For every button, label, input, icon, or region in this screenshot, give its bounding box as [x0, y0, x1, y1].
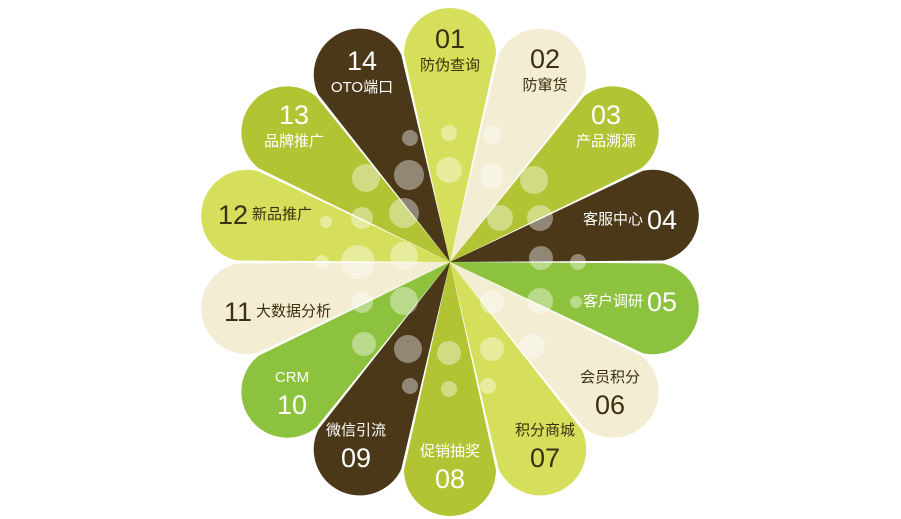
petal-04 [450, 169, 699, 262]
petal-number: 07 [530, 443, 560, 473]
petal-label-09: 09 微信引流 [326, 422, 386, 473]
petal-10 [241, 262, 450, 438]
decorative-bubble [480, 337, 504, 361]
decorative-bubble [352, 332, 376, 356]
petal-title: 防伪查询 [420, 57, 480, 74]
petal-number: 05 [647, 287, 677, 317]
decorative-bubble [315, 255, 329, 269]
petal-number: 01 [435, 24, 465, 54]
petal-01 [404, 8, 496, 262]
petal-number: 02 [530, 44, 560, 74]
decorative-bubble [402, 378, 418, 394]
petal-label-12: 12 新品推广 [218, 200, 312, 230]
petal-title: CRM [275, 369, 309, 386]
decorative-bubble [351, 291, 373, 313]
decorative-bubble [520, 166, 548, 194]
petal-05 [450, 262, 699, 355]
petal-title: 积分商城 [515, 422, 575, 439]
petal-label-13: 13 品牌推广 [264, 100, 324, 150]
petal-09 [313, 262, 450, 496]
decorative-bubble [394, 160, 424, 190]
decorative-bubble [480, 290, 504, 314]
decorative-bubble [519, 333, 545, 359]
decorative-bubble [390, 242, 418, 270]
petal-title: 客服中心 [583, 211, 643, 228]
petal-11 [201, 262, 450, 355]
petal-title: 客户调研 [583, 293, 643, 310]
petal-label-01: 01 防伪查询 [420, 24, 480, 74]
decorative-bubble [402, 130, 418, 146]
petal-06 [450, 262, 659, 438]
petal-number: 14 [347, 46, 377, 76]
petal-label-06: 06 会员积分 [580, 369, 640, 420]
decorative-bubble [351, 207, 373, 229]
decorative-bubble [570, 254, 586, 270]
petal-title: 促销抽奖 [420, 443, 480, 460]
petal-number: 11 [224, 297, 252, 327]
petal-title: 微信引流 [326, 422, 386, 439]
decorative-bubble [527, 205, 553, 231]
petal-label-03: 03 产品溯源 [576, 100, 636, 150]
decorative-bubble [441, 125, 457, 141]
decorative-bubble [483, 126, 501, 144]
decorative-bubble [394, 335, 422, 363]
petal-number: 12 [218, 200, 248, 230]
petal-number: 03 [591, 100, 621, 130]
decorative-bubble [437, 341, 461, 365]
decorative-bubble [389, 198, 419, 228]
petal-14 [313, 28, 450, 263]
decorative-bubble [320, 216, 332, 228]
petal-title: 防窜货 [522, 76, 567, 94]
decorative-bubble [352, 164, 380, 192]
decorative-bubble [487, 205, 513, 231]
petal-02 [450, 28, 587, 262]
petal-label-02: 02 防窜货 [522, 44, 567, 94]
decorative-bubble [527, 288, 553, 314]
petal-title: 品牌推广 [264, 133, 324, 150]
decorative-bubble [529, 246, 553, 270]
petal-number: 06 [595, 390, 625, 420]
petal-08 [404, 262, 496, 516]
petal-number: 13 [279, 100, 309, 130]
decorative-bubble [390, 287, 418, 315]
decorative-bubble [341, 245, 375, 279]
petal-13 [241, 86, 450, 262]
decorative-bubble [480, 164, 504, 188]
decorative-bubble [570, 296, 582, 308]
petal-number: 09 [341, 443, 371, 473]
petal-label-07: 07 积分商城 [515, 422, 575, 473]
petal-label-14: 14 OTO端口 [331, 46, 393, 96]
petal-number: 08 [435, 464, 465, 494]
petal-07 [450, 262, 587, 496]
petal-title: 新品推广 [252, 206, 312, 223]
petal-03 [450, 86, 659, 262]
petal-title: OTO端口 [331, 79, 393, 96]
petal-title: 会员积分 [580, 369, 640, 386]
petal-12 [201, 169, 450, 262]
petal-label-11: 11 大数据分析 [224, 297, 331, 327]
decorative-bubble [436, 157, 462, 183]
petal-title: 大数据分析 [256, 303, 331, 320]
petal-label-10: 10 CRM [275, 369, 309, 420]
petal-title: 产品溯源 [576, 133, 636, 150]
decorative-bubble [480, 378, 496, 394]
petal-number: 10 [277, 390, 307, 420]
petal-label-08: 08 促销抽奖 [420, 443, 480, 494]
decorative-bubble [441, 381, 457, 397]
petal-number: 04 [647, 205, 677, 235]
